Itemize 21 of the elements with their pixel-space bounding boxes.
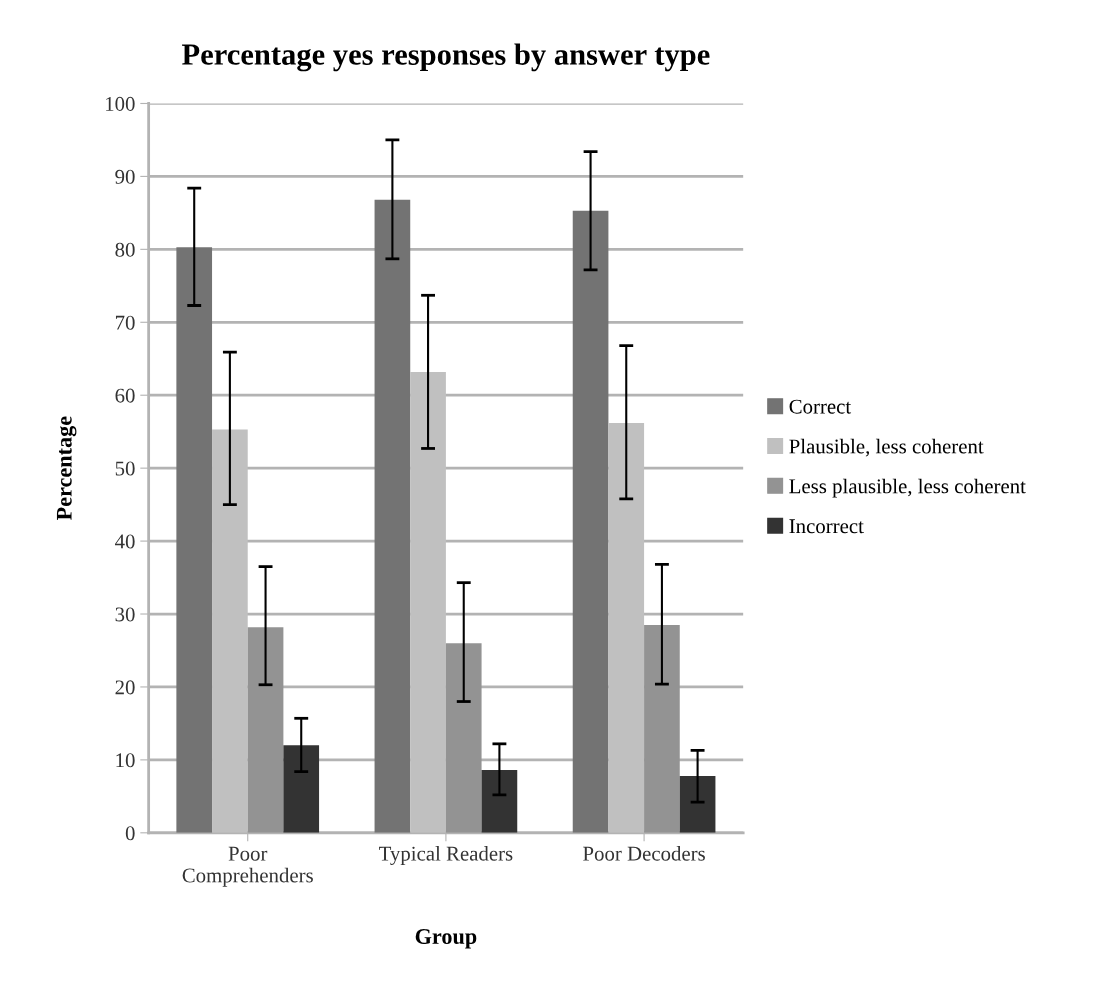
- x-tick-label: Poor Decoders: [583, 846, 705, 861]
- legend-label: Less plausible, less coherent: [789, 478, 1026, 498]
- legend-label: Plausible, less coherent: [789, 438, 984, 457]
- x-axis-title: Group: [415, 929, 477, 949]
- y-tick-label: 40: [115, 534, 135, 549]
- y-tick-label: 20: [115, 680, 135, 695]
- y-axis-title: Percentage: [56, 416, 77, 521]
- x-tick-label: Typical Readers: [379, 846, 513, 865]
- y-tick-label: 100: [106, 96, 135, 111]
- y-tick-label: 60: [115, 388, 135, 403]
- y-tick-label: 90: [115, 169, 135, 184]
- y-tick-label: 0: [125, 826, 135, 841]
- legend-label: Incorrect: [789, 519, 864, 534]
- y-tick-label: 70: [115, 315, 135, 330]
- legend-label: Correct: [789, 399, 852, 414]
- y-tick-label: 50: [115, 461, 135, 476]
- y-tick-label: 30: [115, 607, 135, 622]
- x-tick-label: Poor Comprehenders: [182, 846, 313, 887]
- chart-title: Percentage yes responses by answer type: [182, 43, 710, 72]
- y-tick-label: 10: [116, 753, 135, 768]
- y-tick-label: 80: [115, 242, 135, 257]
